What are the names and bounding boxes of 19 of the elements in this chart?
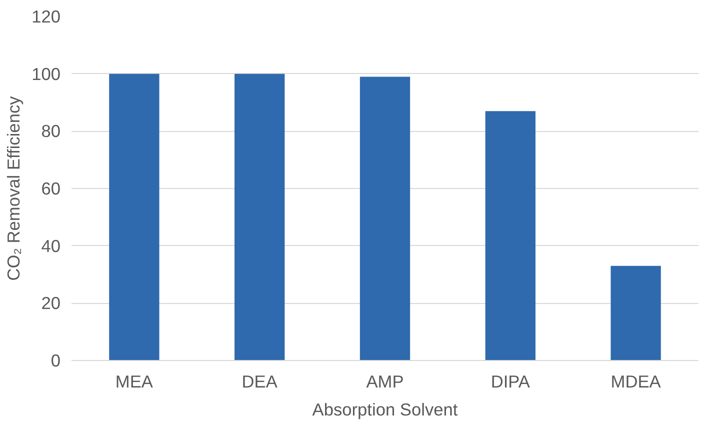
y-axis-title: CO₂ Removal Efficiency: [4, 96, 24, 281]
bar: [610, 266, 661, 360]
y-tick-label: 40: [41, 236, 61, 256]
x-tick-label: DEA: [242, 372, 278, 392]
bar: [234, 74, 285, 360]
x-tick-label: AMP: [366, 372, 404, 392]
x-tick-label: MDEA: [610, 372, 662, 392]
y-tick-label: 20: [41, 293, 61, 314]
y-tick-label: 120: [32, 6, 61, 26]
bar: [360, 76, 410, 360]
bar: [109, 74, 160, 360]
y-tick-label: 100: [32, 64, 61, 84]
y-tick-label: 60: [41, 178, 61, 198]
bar: [485, 111, 536, 360]
x-axis-title: Absorption Solvent: [312, 400, 458, 420]
x-tick-label: DIPA: [490, 372, 530, 392]
y-tick-label: 80: [41, 121, 61, 142]
y-tick-label: 0: [50, 350, 61, 370]
x-tick-label: MEA: [115, 372, 154, 392]
